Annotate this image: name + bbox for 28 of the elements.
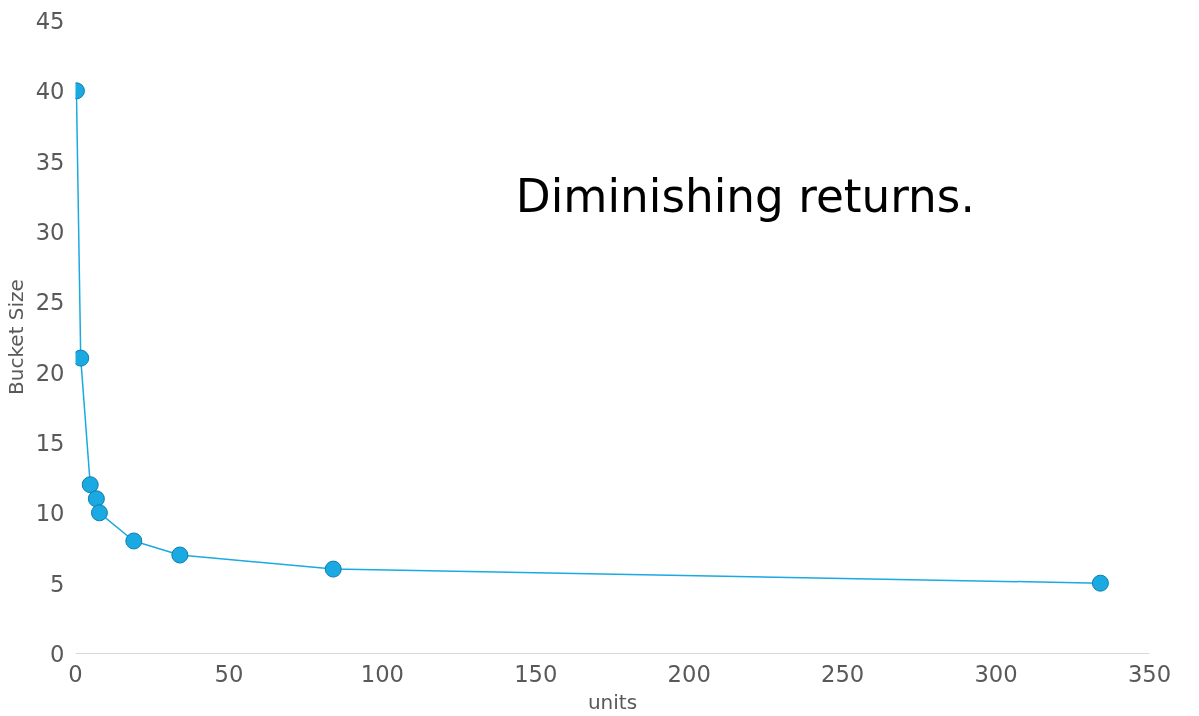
y-tick-label: 25	[35, 289, 65, 316]
point	[90, 504, 108, 522]
point	[171, 546, 189, 564]
annotation: Diminishing returns.	[515, 170, 975, 224]
x-tick-label: 100	[360, 660, 404, 687]
point	[87, 490, 105, 508]
point	[81, 476, 99, 494]
point	[125, 532, 143, 550]
x-tick-label: 250	[821, 660, 865, 687]
y-tick-label: 40	[35, 78, 65, 105]
x-axis-title: units	[587, 689, 638, 714]
x-tick-label: 50	[214, 660, 244, 687]
y-tick-label: 35	[35, 148, 65, 175]
y-axis-title: Bucket Size	[3, 279, 28, 395]
y-tick-label: 0	[50, 641, 65, 667]
x-tick-label: 300	[974, 660, 1018, 687]
y-tick-label: 20	[35, 359, 65, 386]
x-tick-label: 150	[514, 660, 558, 687]
x-tick-label: 350	[1127, 660, 1172, 687]
y-tick-label: 5	[50, 570, 65, 597]
point	[1091, 574, 1109, 592]
y-tick-label: 10	[35, 500, 65, 527]
point	[324, 560, 342, 578]
y-tick-label: 30	[35, 219, 65, 245]
x-tick-label: 0	[68, 660, 83, 687]
y-tick-label: 45	[35, 8, 65, 34]
y-tick-label: 15	[35, 430, 65, 456]
x-tick-label: 200	[667, 660, 711, 687]
